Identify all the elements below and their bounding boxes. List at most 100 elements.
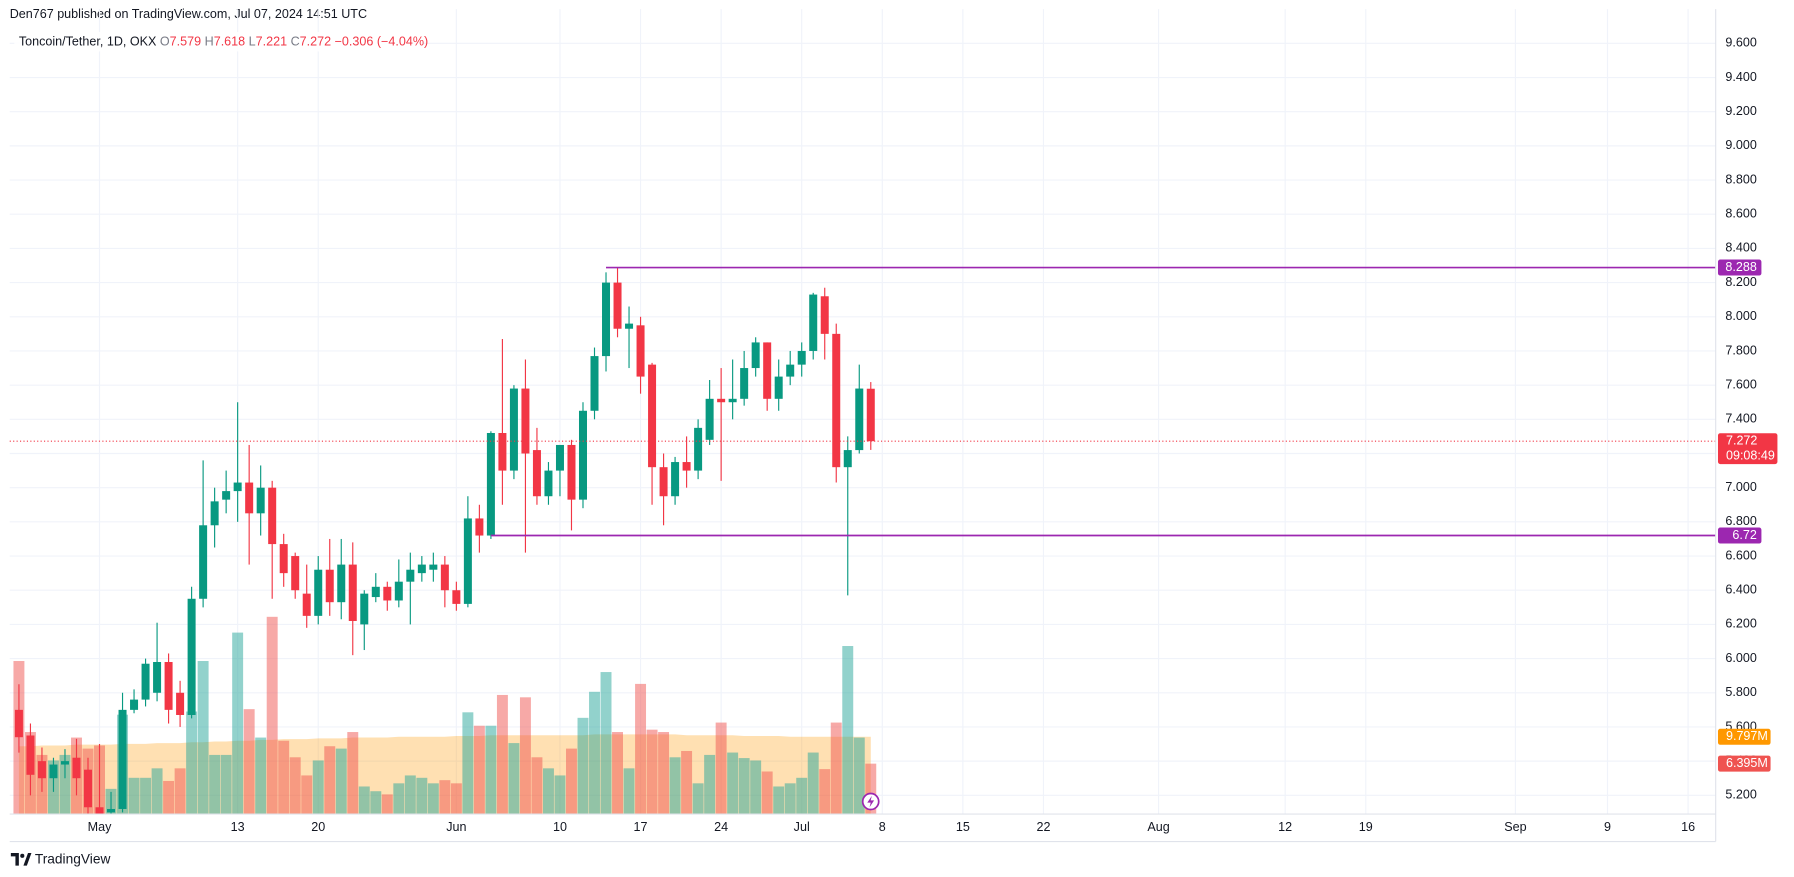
volume-bar <box>312 760 324 815</box>
x-tick-label: Jul <box>794 820 810 834</box>
volume-bar <box>750 760 762 815</box>
x-tick-label: May <box>88 820 112 834</box>
candle-body <box>740 368 749 399</box>
y-tick-label: 9.000 <box>1725 138 1756 152</box>
candle-body <box>233 482 242 492</box>
candle-body <box>555 444 564 471</box>
candle-body <box>164 662 173 710</box>
candle-body <box>648 364 657 468</box>
candle-body <box>60 761 69 765</box>
volume-bar <box>255 737 267 815</box>
candle-body <box>268 487 277 545</box>
volume-bar <box>589 691 600 815</box>
low-label: L <box>249 35 256 49</box>
candle-body <box>751 342 760 369</box>
volume-bar <box>842 646 854 815</box>
candle-body <box>509 388 518 471</box>
volume-bar <box>554 775 566 815</box>
volume-bar <box>404 775 416 815</box>
volume-bar <box>232 632 244 815</box>
volume-bar <box>163 780 175 815</box>
volume-bar <box>635 683 647 815</box>
volume-bar <box>197 661 209 815</box>
candle-body <box>613 282 622 329</box>
y-tick-label: 7.600 <box>1725 377 1756 391</box>
y-tick-label: 8.400 <box>1725 241 1756 255</box>
overlays: 5.2005.4005.6005.8006.0006.2006.4006.600… <box>9 36 1778 834</box>
volume-bar <box>830 722 842 815</box>
x-tick-label: 13 <box>231 820 245 834</box>
candle-body <box>659 467 668 497</box>
volume-tag <box>1717 755 1771 772</box>
y-tick-label: 6.800 <box>1725 514 1756 528</box>
brand-logo[interactable]: TradingView <box>10 851 111 866</box>
volume-bar <box>704 754 716 815</box>
volume-bar <box>508 743 520 815</box>
volume-bar <box>658 732 670 815</box>
candles <box>14 267 875 815</box>
volume-tag-label: 9.797M <box>1726 729 1768 743</box>
candle-body <box>486 432 495 536</box>
x-tick-label: 17 <box>634 820 648 834</box>
x-tick-label: 24 <box>714 820 728 834</box>
volume-bar <box>681 750 693 815</box>
y-tick-label: 9.200 <box>1725 104 1756 118</box>
volume-bar <box>496 694 508 815</box>
candle-body <box>602 282 611 357</box>
volume-bar <box>416 777 428 815</box>
volume-bar <box>692 783 704 815</box>
volume-bar <box>727 752 739 815</box>
candle-body <box>130 699 139 710</box>
legend: Toncoin/Tether, 1D, OKX O7.579 H7.618 L7… <box>19 35 428 49</box>
candle-body <box>498 432 507 471</box>
y-tick-label: 6.400 <box>1725 583 1756 597</box>
candle-body <box>440 564 449 591</box>
candle-body <box>717 398 726 403</box>
candle-body <box>26 735 35 775</box>
candle-body <box>532 450 541 497</box>
candle-body <box>291 556 300 591</box>
volume-bar <box>519 697 531 815</box>
y-tick-label: 8.800 <box>1725 172 1756 186</box>
candle-body <box>337 564 346 603</box>
change: −0.306 (−4.04%) <box>335 35 429 49</box>
x-tick-label: 8 <box>879 820 886 834</box>
candle-body <box>176 692 185 715</box>
volume-bar <box>370 791 382 815</box>
volume-bar <box>301 775 313 815</box>
y-tick-label: 5.800 <box>1725 685 1756 699</box>
volume-bar <box>174 768 186 815</box>
y-tick-label: 8.600 <box>1725 207 1756 221</box>
icon-bolt <box>867 795 875 808</box>
logo-mark <box>10 852 19 866</box>
y-tick-label: 8.200 <box>1725 275 1756 289</box>
level-label: 6.72 <box>1732 528 1756 542</box>
price-tag-label: 7.272 <box>1726 434 1757 448</box>
logo-dot <box>20 853 25 858</box>
volume-bar <box>358 786 370 815</box>
x-tick-label: 19 <box>1359 820 1373 834</box>
y-tick-label: 9.600 <box>1725 36 1756 50</box>
y-tick-label: 5.200 <box>1725 788 1756 802</box>
candle-body <box>590 356 599 411</box>
x-tick-label: Sep <box>1504 820 1526 834</box>
candle-body <box>37 761 46 779</box>
replay-icon[interactable] <box>861 792 880 811</box>
candle-body <box>463 518 472 604</box>
candle-body <box>786 364 795 377</box>
symbol: Toncoin/Tether, 1D, OKX <box>19 35 157 49</box>
brand-name: TradingView <box>35 851 111 866</box>
candle-body <box>360 593 369 625</box>
candle-body <box>763 342 772 399</box>
legend-background <box>14 32 424 52</box>
candle-body <box>578 410 587 500</box>
candle-body <box>832 333 841 468</box>
candle-body <box>728 398 737 403</box>
low-value: 7.221 <box>256 35 287 49</box>
volume-bar <box>773 786 785 815</box>
y-tick-label: 6.600 <box>1725 548 1756 562</box>
candle-body <box>383 586 392 601</box>
x-tick-label: 12 <box>1278 820 1292 834</box>
candle-body <box>809 294 818 351</box>
y-tick-label: 7.800 <box>1725 343 1756 357</box>
